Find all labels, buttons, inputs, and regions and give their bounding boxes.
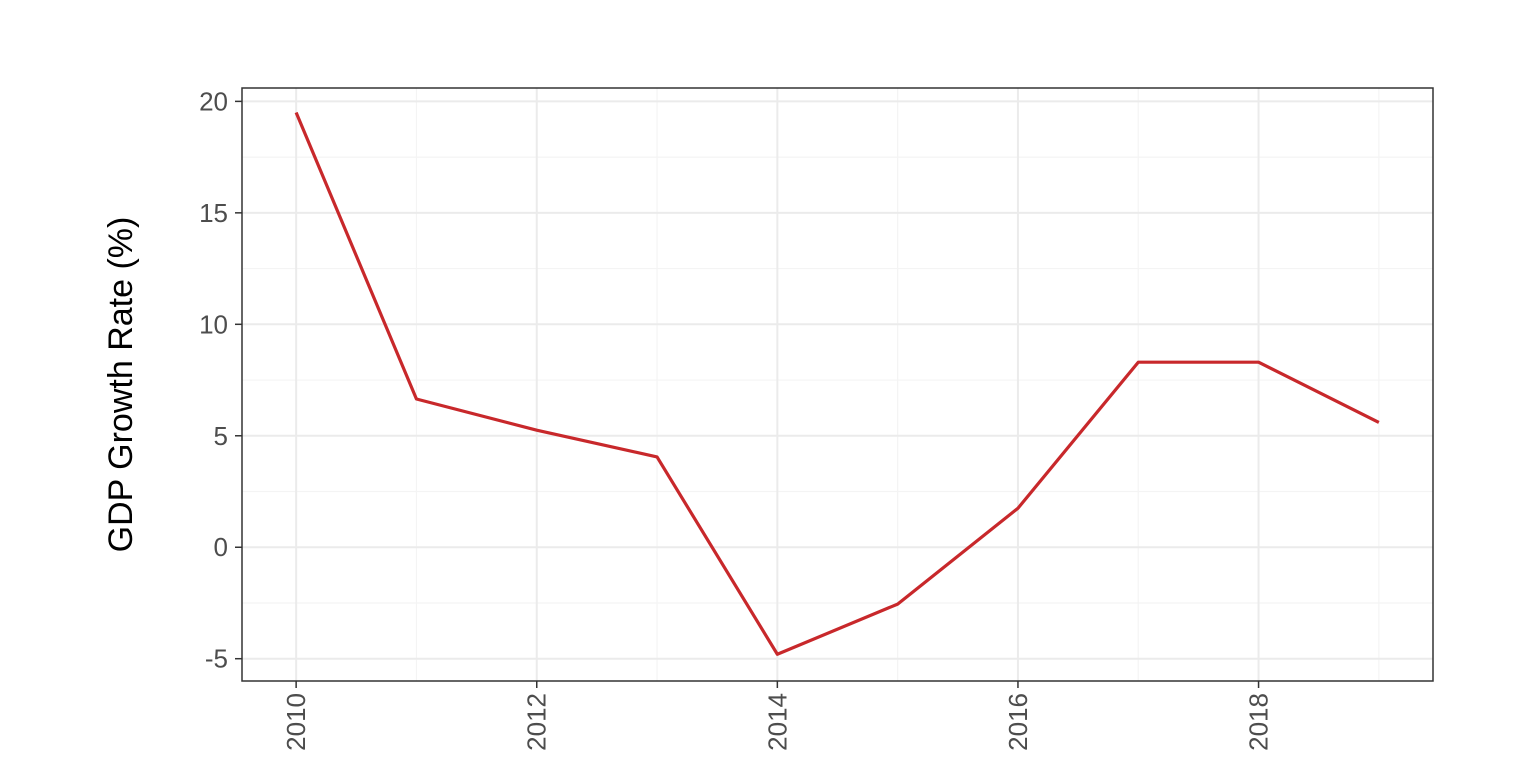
x-axis: 2010 2012 2014 2016 2018 xyxy=(281,681,1274,751)
x-tick-label: 2010 xyxy=(281,693,311,751)
series-line-0 xyxy=(294,111,1380,656)
x-tick-label: 2016 xyxy=(1003,693,1033,751)
y-tick-label: 15 xyxy=(199,198,228,228)
x-tick-label: 2012 xyxy=(522,693,552,751)
y-tick-label: 20 xyxy=(199,86,228,116)
plot-panel xyxy=(242,88,1433,681)
y-tick-label: 10 xyxy=(199,309,228,339)
y-axis-title: GDP Growth Rate (%) xyxy=(102,217,140,553)
x-tick-label: 2018 xyxy=(1244,693,1274,751)
panel-border xyxy=(241,87,1434,682)
y-tick-label: -5 xyxy=(205,644,228,674)
y-tick-label: 5 xyxy=(214,421,228,451)
y-axis: -5 0 5 10 15 20 xyxy=(199,86,242,674)
minor-gridlines xyxy=(242,88,1433,681)
major-gridlines xyxy=(242,88,1433,681)
x-tick-label: 2014 xyxy=(762,693,792,751)
series-layer xyxy=(294,111,1380,656)
y-tick-label: 0 xyxy=(214,532,228,562)
